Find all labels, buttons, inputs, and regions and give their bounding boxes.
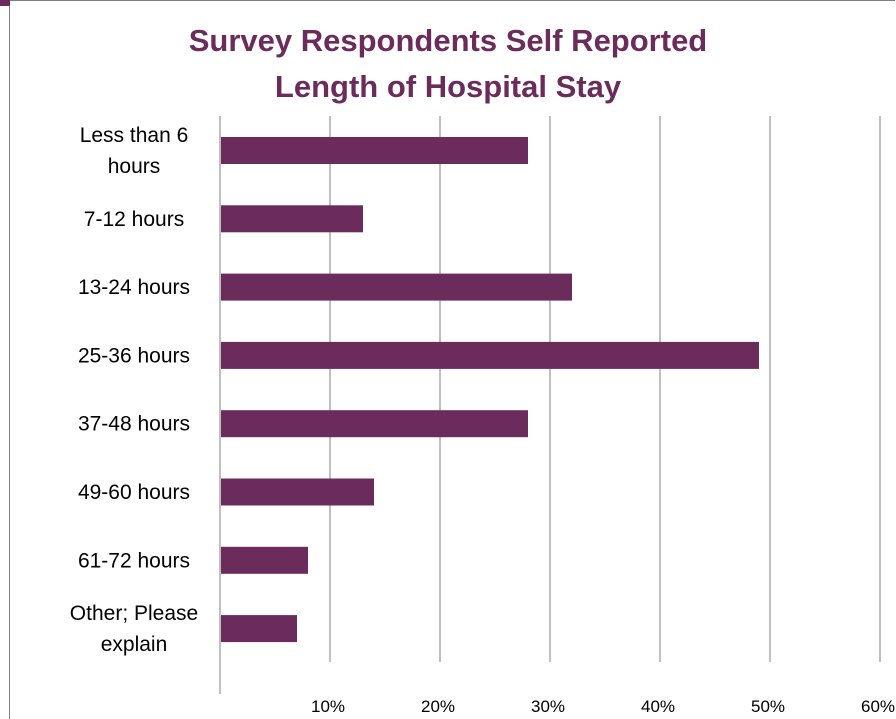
x-tick-label: 40%	[641, 697, 675, 716]
category-labels: Less than 6 hours 7-12 hours 13-24 hours 25-…	[70, 124, 198, 656]
bar	[221, 205, 363, 233]
gridlines	[219, 116, 881, 694]
bar	[221, 137, 528, 164]
category-label: 25-36 hours	[78, 344, 190, 367]
bar	[221, 273, 572, 301]
category-label: 13-24 hours	[78, 276, 190, 299]
category-label: 37-48 hours	[78, 413, 190, 436]
x-tick-label: 30%	[531, 697, 565, 716]
bars	[221, 137, 759, 643]
category-label: 49-60 hours	[78, 481, 190, 504]
category-label: 7-12 hours	[84, 208, 184, 231]
corner-mark	[0, 0, 10, 6]
x-tick-label: 50%	[751, 697, 785, 716]
bar	[221, 546, 308, 574]
category-label: 61-72 hours	[78, 549, 190, 572]
category-label: Less than 6 hours	[80, 124, 189, 178]
x-tick-label: 10%	[311, 697, 345, 716]
bar	[221, 341, 759, 369]
chart-frame	[9, 0, 895, 719]
x-tick-label: 60%	[861, 697, 895, 716]
chart-title: Survey Respondents Self Reported Length …	[0, 18, 896, 110]
chart-title-line-2: Length of Hospital Stay	[274, 69, 622, 104]
chart-title-line-1: Survey Respondents Self Reported	[188, 23, 708, 58]
x-tick-labels: 10% 20% 30% 40% 50% 60%	[311, 697, 895, 716]
x-tick-label: 20%	[421, 697, 455, 716]
bar	[221, 410, 528, 438]
bar	[221, 615, 297, 643]
category-label: Other; Please explain	[70, 602, 198, 656]
bar	[221, 478, 374, 506]
